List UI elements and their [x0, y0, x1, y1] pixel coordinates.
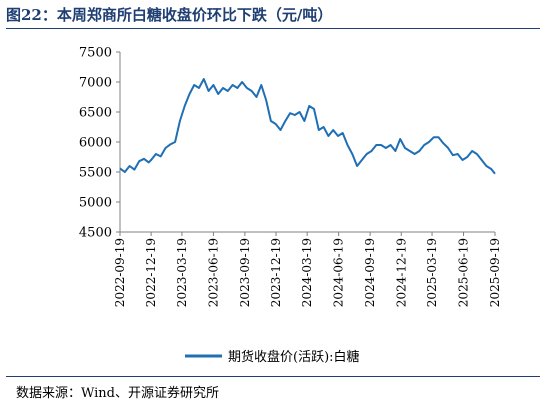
x-tick-label: 2025-09-19 [488, 238, 502, 307]
y-tick-label: 7500 [79, 46, 112, 61]
y-tick-label: 4500 [79, 226, 112, 241]
x-tick-label: 2024-03-19 [300, 238, 314, 307]
y-tick-label: 5000 [79, 196, 112, 211]
x-tick-label: 2022-09-19 [113, 238, 127, 307]
chart-axes: 4500 5000 5500 6000 6500 7000 7500 2022-09-19 20… [79, 46, 502, 308]
x-tick-label: 2025-03-19 [425, 238, 439, 307]
x-tick-label: 2023-12-19 [269, 238, 283, 307]
source-note: 数据来源：Wind、开源证券研究所 [16, 386, 219, 401]
chart-legend: 期货收盘价(活跃):白糖 [185, 349, 360, 365]
x-tick-label: 2024-06-19 [332, 238, 346, 307]
x-tick-label: 2023-06-19 [206, 238, 220, 307]
y-tick-label: 7000 [79, 76, 112, 91]
chart-title: 图22：本周郑商所白糖收盘价环比下跌（元/吨） [6, 6, 333, 24]
y-tick-label: 6500 [79, 106, 112, 121]
series-line [119, 78, 496, 175]
y-tick-label: 5500 [79, 166, 112, 181]
y-tick-label: 6000 [79, 136, 112, 151]
x-tick-label: 2023-03-19 [175, 238, 189, 307]
plot-area [119, 78, 496, 175]
x-tick-label: 2024-12-19 [394, 238, 408, 307]
x-tick-label: 2023-09-19 [238, 238, 252, 307]
bottom-divider [6, 376, 540, 377]
x-tick-label: 2022-12-19 [144, 238, 158, 307]
x-tick-label: 2024-09-19 [363, 238, 377, 307]
legend-label: 期货收盘价(活跃):白糖 [228, 349, 360, 365]
top-divider [6, 28, 540, 29]
x-tick-label: 2025-06-19 [457, 238, 471, 307]
